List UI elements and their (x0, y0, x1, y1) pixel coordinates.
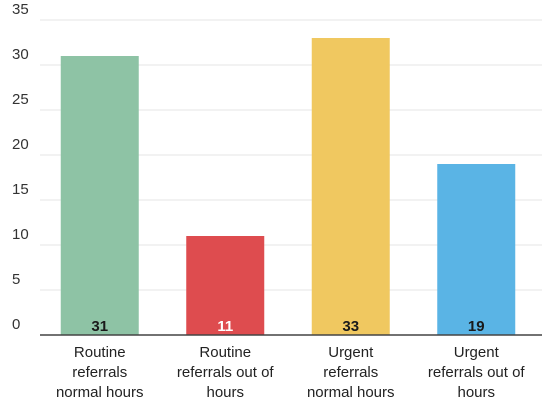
x-axis-labels: Routine referrals normal hours Routine refer… (56, 344, 525, 401)
y-tick-label: 15 (12, 181, 29, 198)
bars (60, 38, 516, 335)
y-tick-label: 35 (12, 1, 29, 18)
y-tick-label: 10 (12, 226, 29, 243)
data-label: 31 (91, 318, 108, 335)
y-tick-label: 5 (12, 271, 20, 288)
data-labels: 31 11 33 19 (91, 318, 484, 335)
bar (311, 38, 390, 335)
data-label: 19 (468, 318, 485, 335)
x-tick-label: normal hours (307, 384, 395, 401)
x-tick-label: Routine (74, 344, 126, 361)
bar (186, 236, 265, 335)
x-tick-label: Urgent (328, 344, 374, 361)
bar (60, 56, 139, 335)
y-axis-ticks: 0 5 10 15 20 25 30 35 (12, 1, 29, 333)
x-tick-label: normal hours (56, 384, 144, 401)
y-tick-label: 0 (12, 316, 20, 333)
x-tick-label: referrals (323, 364, 378, 381)
x-tick-label: Routine (199, 344, 251, 361)
x-tick-label: referrals out of (177, 364, 275, 381)
data-label: 33 (342, 318, 359, 335)
y-tick-label: 30 (12, 46, 29, 63)
x-tick-label: referrals (72, 364, 127, 381)
x-tick-label: hours (457, 384, 495, 401)
data-label: 11 (217, 318, 233, 335)
x-tick-label: hours (206, 384, 244, 401)
bar (437, 164, 516, 335)
x-tick-label: Urgent (454, 344, 500, 361)
y-tick-label: 25 (12, 91, 29, 108)
y-tick-label: 20 (12, 136, 29, 153)
x-tick-label: referrals out of (428, 364, 526, 381)
